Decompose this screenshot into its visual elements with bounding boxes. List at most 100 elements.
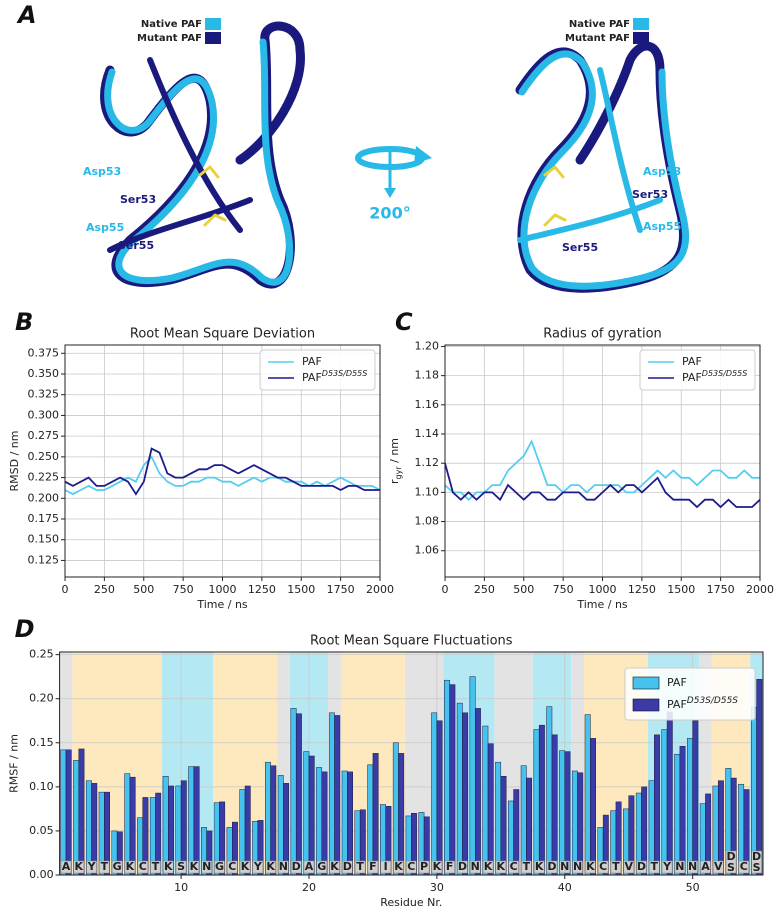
bar	[674, 753, 681, 876]
bar	[392, 742, 399, 876]
residue-label: T	[612, 860, 620, 873]
x-tick-label: 750	[553, 583, 574, 596]
legend-label: Mutant PAF	[137, 33, 202, 44]
residue-box	[239, 860, 251, 874]
legend-box	[639, 349, 756, 391]
bar	[538, 724, 545, 876]
legend-label-name: PAF	[302, 355, 322, 368]
chart-title: Radius of gyration	[543, 327, 662, 342]
x-axis-label: Time / ns	[196, 598, 248, 611]
bar	[444, 679, 450, 876]
residue-box	[290, 860, 302, 874]
residue-box	[585, 860, 596, 874]
residue-label: Ser53	[120, 193, 156, 206]
structure-left	[100, 21, 305, 289]
structure-right	[515, 41, 690, 293]
residue-box	[418, 860, 430, 874]
x-tick-label: 0	[442, 583, 449, 596]
bar	[654, 734, 660, 876]
residue-box	[508, 860, 519, 874]
bar	[551, 734, 558, 876]
y-tick-label: 0.350	[28, 367, 60, 380]
legend-label: PAF	[302, 355, 322, 368]
residue-label: Asp53	[643, 165, 681, 178]
y-tick-label: 0.250	[28, 450, 60, 463]
bar	[65, 749, 72, 876]
residue-box	[278, 860, 289, 874]
bar	[546, 706, 553, 876]
legend-label-name: PAF	[682, 371, 702, 384]
residue-box	[86, 860, 97, 874]
residue-label: Asp53	[83, 165, 121, 178]
residue-box	[303, 860, 315, 874]
x-axis-label: Residue Nr.	[380, 896, 442, 909]
residue-label: V	[624, 860, 633, 873]
bar	[431, 712, 438, 876]
residue-box	[265, 860, 276, 874]
legend-box	[624, 667, 756, 721]
residue-label: K	[75, 860, 84, 873]
residue-label: K	[266, 860, 275, 873]
x-tick-label: 20	[302, 881, 316, 894]
residue-label: D	[726, 850, 735, 863]
residue-label: A	[305, 860, 314, 873]
plot-frame	[64, 344, 381, 578]
residue-label: K	[164, 860, 173, 873]
legend-label: PAFD53S/D55S	[302, 369, 367, 385]
residue-box	[469, 860, 481, 874]
residue-box	[623, 860, 634, 874]
y-tick-label: 0.05	[29, 824, 54, 837]
bar	[316, 767, 323, 876]
x-tick-label: 1000	[589, 583, 617, 596]
residue-box	[597, 860, 609, 874]
legend-label: Mutant PAF	[565, 33, 630, 44]
y-tick-label: 1.14	[415, 427, 440, 440]
x-tick-label: 30	[430, 881, 444, 894]
legend-swatch	[633, 18, 649, 30]
y-tick-label: 0.00	[29, 868, 54, 881]
legend-label: PAFD53S/D55S	[667, 696, 738, 712]
y-tick-label: 0.15	[29, 736, 54, 749]
residue-box	[700, 860, 711, 874]
residue-label: Y	[87, 860, 97, 873]
plot-frame	[444, 344, 761, 578]
bar	[679, 746, 686, 876]
legend-swatch	[205, 18, 221, 30]
bar	[687, 738, 693, 876]
residue-label: N	[573, 860, 582, 873]
legend-swatch	[632, 676, 660, 690]
residue-label: C	[599, 860, 607, 873]
bar	[495, 761, 502, 876]
bar	[78, 748, 85, 876]
bar	[590, 738, 596, 876]
residue-label: C	[228, 860, 236, 873]
legend-label-name: PAF	[667, 698, 687, 711]
residue-box	[214, 860, 225, 874]
bar	[264, 761, 271, 876]
residue-label: Ser55	[562, 241, 598, 254]
panel-label: D	[15, 615, 35, 643]
bar	[520, 765, 527, 876]
legend-label: Native PAF	[141, 19, 202, 30]
bar	[474, 708, 481, 876]
residue-label: F	[446, 860, 454, 873]
residue-box	[111, 860, 123, 874]
residue-box	[661, 860, 673, 874]
bar	[398, 753, 405, 876]
residue-label: K	[586, 860, 595, 873]
x-tick-label: 250	[474, 583, 495, 596]
residue-box	[227, 860, 238, 874]
residue-label: A	[701, 860, 710, 873]
bar	[661, 729, 668, 876]
residue-label: T	[101, 860, 109, 873]
y-tick-label: 0.200	[28, 491, 60, 504]
bar	[756, 679, 763, 876]
residue-box	[393, 860, 404, 874]
y-axis-label: RMSD / nm	[8, 431, 21, 492]
bar	[487, 743, 494, 876]
x-tick-label: 1250	[248, 583, 276, 596]
y-axis-label: RMSF / nm	[8, 734, 21, 793]
residue-label: K	[394, 860, 403, 873]
residue-box	[342, 860, 353, 874]
